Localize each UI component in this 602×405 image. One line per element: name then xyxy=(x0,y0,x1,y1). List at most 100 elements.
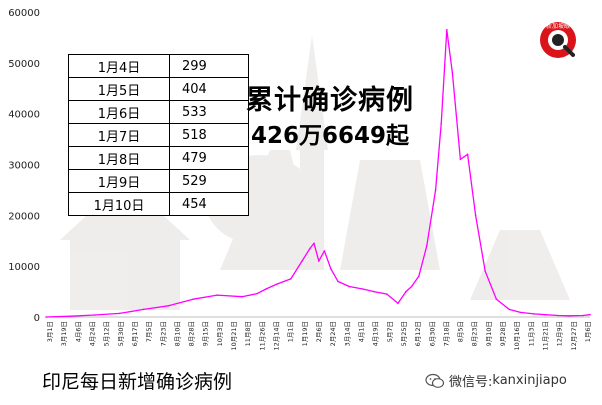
x-tick-label: 6月17日 xyxy=(131,321,139,346)
x-tick-label: 4月24日 xyxy=(89,321,97,346)
table-date: 1月6日 xyxy=(68,100,170,124)
y-tick-label: 60000 xyxy=(8,8,40,19)
data-point xyxy=(434,189,437,191)
wechat-prefix: 微信号: xyxy=(449,375,493,390)
data-point xyxy=(309,247,311,250)
data-point xyxy=(440,123,443,125)
table-value: 299 xyxy=(169,54,249,78)
x-tick-label: 5月12日 xyxy=(103,321,111,346)
y-tick-label: 30000 xyxy=(8,161,40,172)
data-point xyxy=(446,29,448,31)
chart-caption: 印尼每日新增确诊病例 xyxy=(42,371,233,393)
data-point xyxy=(70,315,72,318)
data-point xyxy=(405,290,407,293)
x-tick-label: 8月5日 xyxy=(457,321,465,342)
x-tick-label: 5月30日 xyxy=(117,321,125,346)
x-tick-label: 3月1日 xyxy=(46,321,54,342)
table-value: 454 xyxy=(169,192,249,216)
x-tick-label: 12月14日 xyxy=(273,321,281,351)
data-point xyxy=(466,153,469,156)
x-tick-label: 5月7日 xyxy=(386,321,394,342)
x-tick-label: 11月3日 xyxy=(527,321,535,346)
magnifier-logo: 新加坡眼 xyxy=(538,20,578,60)
table-date: 1月8日 xyxy=(68,146,170,170)
data-point xyxy=(568,315,570,317)
x-tick-label: 1月6日 xyxy=(584,321,592,342)
data-point xyxy=(318,260,320,262)
data-point xyxy=(397,302,399,305)
data-point xyxy=(301,260,303,262)
table-row: 1月9日 529 xyxy=(68,169,249,193)
data-point xyxy=(410,285,413,288)
data-point xyxy=(474,214,477,217)
data-point xyxy=(337,280,339,283)
x-tick-label: 9月15日 xyxy=(202,321,210,346)
data-point xyxy=(216,294,218,296)
x-tick-label: 11月26日 xyxy=(258,321,266,351)
x-tick-label: 1月19日 xyxy=(301,321,309,346)
data-point xyxy=(45,316,47,318)
data-point xyxy=(589,313,591,316)
data-point xyxy=(386,293,388,295)
y-tick-label: 0 xyxy=(34,313,40,324)
x-tick-label: 3月19日 xyxy=(60,321,68,346)
x-tick-label: 5月25日 xyxy=(400,321,408,346)
data-point xyxy=(118,312,121,315)
axes: 0 10000 20000 30000 40000 50000 60000 3月1日 3月19日… xyxy=(8,8,592,351)
cumulative-total: 426万6649起 xyxy=(250,123,410,149)
table-date: 1月9日 xyxy=(68,169,170,193)
y-tick-label: 50000 xyxy=(8,59,40,70)
data-point xyxy=(362,288,364,290)
data-point xyxy=(313,242,315,245)
table-date: 1月4日 xyxy=(68,54,170,78)
data-point xyxy=(330,267,332,270)
daily-cases-table: 1月4日 299 1月5日 404 1月6日 533 1月7日 518 1月8日 479 1月9日 5… xyxy=(68,54,249,216)
data-point xyxy=(290,278,292,280)
x-tick-label: 6月12日 xyxy=(414,321,422,346)
x-tick-label: 12月9日 xyxy=(556,321,564,346)
plot-series xyxy=(45,29,591,318)
daily-cases-line xyxy=(45,29,591,318)
x-tick-label: 4月6日 xyxy=(74,321,82,342)
table-row: 1月4日 299 xyxy=(68,54,249,78)
x-tick-label: 4月1日 xyxy=(358,321,366,342)
data-point xyxy=(192,298,194,301)
data-point xyxy=(544,313,546,316)
x-tick-label: 2月6日 xyxy=(315,321,323,342)
data-point xyxy=(418,275,420,278)
data-point xyxy=(426,245,428,247)
x-tick-label: 3月14日 xyxy=(343,321,351,346)
x-tick-label: 9月10日 xyxy=(485,321,493,346)
data-point xyxy=(167,305,170,307)
table-date: 1月7日 xyxy=(68,123,170,147)
table-row: 1月7日 518 xyxy=(68,123,249,147)
x-tick-label: 7月5日 xyxy=(145,321,153,342)
data-point xyxy=(582,314,584,317)
table-row: 1月8日 479 xyxy=(68,146,249,170)
data-point xyxy=(459,158,462,161)
x-tick-label: 4月19日 xyxy=(372,321,380,346)
cumulative-title: 累计确诊病例 xyxy=(246,85,414,116)
x-tick-label: 11月8日 xyxy=(244,321,252,346)
data-point xyxy=(348,285,351,288)
x-tick-label: 10月3日 xyxy=(216,321,224,346)
data-point xyxy=(142,308,145,311)
x-tick-label: 6月30日 xyxy=(428,321,436,346)
wechat-account: kanxinjiapo xyxy=(492,373,567,388)
logo-text: 新加坡眼 xyxy=(546,22,570,30)
x-tick-label: 2月24日 xyxy=(329,321,337,346)
x-tick-label: 7月23日 xyxy=(159,321,167,346)
x-tick-label: 1月1日 xyxy=(287,321,295,342)
x-tick-label: 12月27日 xyxy=(570,321,578,351)
x-tick-label: 8月28日 xyxy=(188,321,196,346)
table-row: 1月5日 404 xyxy=(68,77,249,101)
y-tick-label: 20000 xyxy=(8,211,40,222)
x-tick-label: 7月18日 xyxy=(442,321,450,346)
data-point xyxy=(373,290,375,293)
table-row: 1月10日 454 xyxy=(68,192,249,216)
y-tick-label: 40000 xyxy=(8,110,40,121)
table-value: 479 xyxy=(169,146,249,170)
table-date: 1月10日 xyxy=(68,192,170,216)
data-point xyxy=(323,250,326,252)
data-point xyxy=(94,314,96,316)
